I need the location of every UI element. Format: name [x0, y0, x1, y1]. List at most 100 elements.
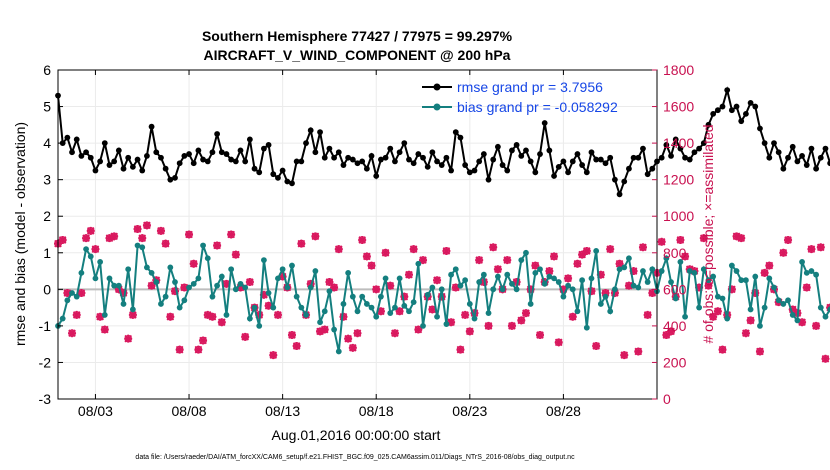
bias-point	[523, 249, 529, 256]
bias-point	[73, 293, 80, 300]
assimilated-obs-marker	[68, 329, 77, 338]
bias-point	[799, 259, 805, 265]
y2-tick-label: 600	[663, 281, 687, 297]
assimilated-obs-marker	[339, 312, 348, 321]
rmse-point	[284, 178, 291, 185]
bias-point	[738, 277, 745, 284]
bias-point	[186, 284, 192, 291]
rmse-point	[293, 158, 300, 165]
rmse-point	[452, 129, 459, 136]
assimilated-obs-marker	[142, 221, 151, 230]
bias-point	[541, 280, 548, 287]
assimilated-obs-marker	[709, 312, 718, 321]
bias-point	[555, 279, 562, 285]
rmse-point	[817, 154, 824, 161]
rmse-point	[710, 110, 717, 117]
y2-tick-label: 200	[663, 354, 687, 370]
rmse-point	[256, 169, 263, 176]
bias-point	[106, 275, 113, 282]
assimilated-obs-marker	[381, 248, 390, 257]
assimilated-obs-marker	[517, 316, 526, 325]
assimilated-obs-marker	[741, 329, 750, 338]
assimilated-obs-marker	[802, 283, 811, 292]
bias-point	[429, 284, 436, 291]
assimilated-obs-marker	[194, 345, 203, 354]
assimilated-obs-marker	[624, 281, 633, 290]
rmse-point	[644, 171, 651, 178]
rmse-point	[532, 169, 539, 176]
assimilated-obs-marker	[273, 310, 282, 319]
assimilated-obs-marker	[662, 331, 671, 340]
rmse-point	[733, 103, 740, 110]
bias-point	[101, 312, 108, 318]
bias-point	[209, 293, 216, 300]
y2-tick-label: 1200	[663, 172, 694, 188]
assimilated-obs-marker	[442, 246, 451, 255]
bias-point	[747, 306, 754, 313]
assimilated-obs-marker	[306, 279, 315, 288]
assimilated-obs-marker	[110, 232, 119, 241]
rmse-point	[307, 127, 314, 134]
rmse-point	[190, 160, 197, 167]
rmse-point	[480, 151, 487, 157]
bias-point	[565, 282, 571, 289]
y2-tick-label: 1000	[663, 208, 694, 224]
rmse-point	[597, 156, 604, 163]
assimilated-obs-marker	[760, 268, 769, 277]
assimilated-obs-marker	[287, 331, 296, 340]
rmse-point	[588, 149, 595, 156]
rmse-point	[611, 176, 618, 183]
bias-point	[733, 268, 740, 274]
rmse-point	[87, 154, 94, 161]
rmse-point	[232, 158, 239, 165]
rmse-line	[57, 86, 830, 198]
rmse-point	[115, 147, 122, 154]
bias-point	[593, 248, 600, 254]
bias-point	[504, 271, 511, 278]
assimilated-obs-marker	[461, 310, 470, 319]
assimilated-obs-marker	[292, 341, 301, 350]
rmse-point	[228, 156, 235, 163]
assimilated-obs-marker	[732, 232, 741, 241]
bias-point	[686, 268, 693, 274]
assimilated-obs-marker	[484, 321, 493, 330]
bias-point	[162, 293, 169, 300]
bias-point	[490, 286, 497, 293]
bias-point	[317, 319, 323, 326]
rmse-point	[415, 151, 422, 157]
assimilated-obs-marker	[222, 279, 231, 288]
bias-point	[448, 271, 454, 278]
assimilated-obs-marker	[390, 329, 399, 338]
bias-point	[331, 326, 338, 333]
assimilated-obs-marker	[751, 288, 760, 297]
assimilated-obs-marker	[100, 325, 109, 334]
y-tick-label: -1	[39, 318, 52, 334]
rmse-point	[705, 121, 712, 128]
bias-point	[139, 244, 146, 251]
assimilated-obs-marker	[344, 334, 353, 343]
bias-point	[803, 269, 810, 276]
assimilated-obs-marker	[147, 281, 156, 290]
footnote: data file: /Users/raeder/DAI/ATM_forcXX/…	[135, 454, 575, 461]
assimilated-obs-marker	[596, 270, 605, 279]
y-tick-label: 4	[43, 135, 51, 151]
assimilated-obs-marker	[667, 327, 676, 336]
rmse-point	[218, 149, 225, 156]
assimilated-obs-marker	[489, 243, 498, 252]
y2-tick-label: 800	[663, 245, 687, 261]
rmse-point	[83, 149, 89, 156]
bias-point	[700, 266, 707, 273]
bias-point	[752, 273, 759, 280]
rmse-point	[195, 147, 202, 154]
rmse-point	[209, 149, 216, 156]
bias-point	[115, 282, 122, 289]
rmse-point	[789, 143, 796, 150]
rmse-point	[73, 136, 80, 143]
assimilated-obs-marker	[77, 288, 86, 297]
assimilated-obs-marker	[807, 245, 816, 254]
rmse-point	[448, 167, 454, 174]
assimilated-obs-marker	[409, 245, 418, 254]
assimilated-obs-marker	[213, 241, 222, 250]
legend: rmse grand pr = 3.7956 bias grand pr = -…	[422, 79, 618, 115]
bias-point	[335, 348, 342, 355]
